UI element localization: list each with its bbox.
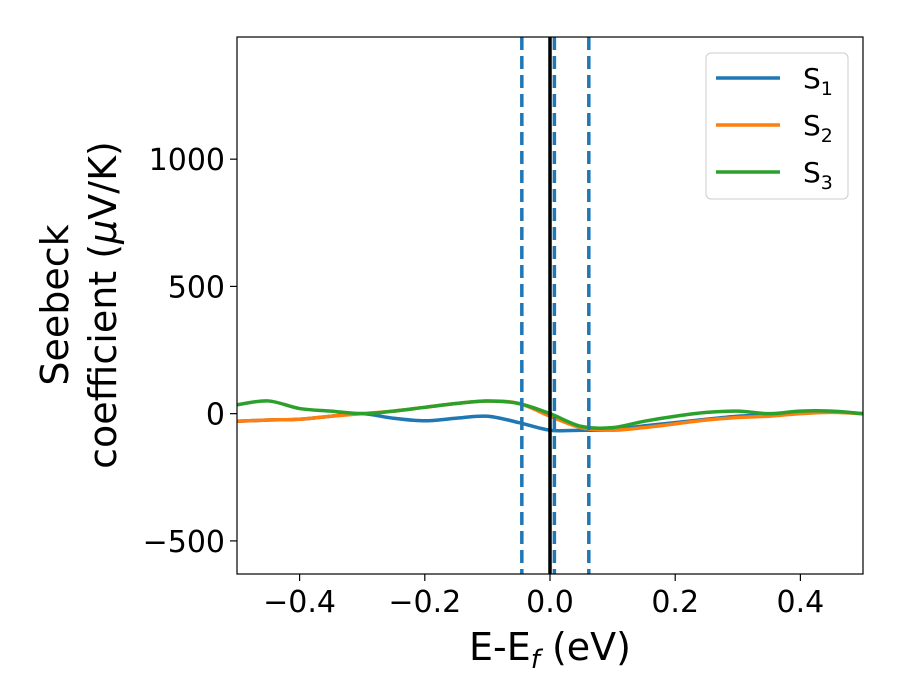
y-axis-title-line2-text: coefficient ( <box>81 244 125 469</box>
x-tick-label: −0.4 <box>263 585 336 620</box>
y-tick-label: 500 <box>168 270 225 305</box>
y-axis-title: Seebeck coefficient (μV/K) <box>33 141 125 469</box>
y-axis-title-mu: μ <box>81 220 125 245</box>
legend-label-s1: S1 <box>803 62 833 100</box>
legend-items: S1 S2 S3 <box>716 62 833 194</box>
x-tick-label: 0.2 <box>651 585 699 620</box>
y-axis-title-unit: V/K) <box>81 141 125 220</box>
y-axis-title-line1: Seebeck <box>33 224 77 385</box>
x-tick-label: −0.2 <box>388 585 461 620</box>
y-tick-label: 1000 <box>149 143 225 178</box>
x-tick-label: 0.0 <box>526 585 574 620</box>
y-tick-label: −500 <box>143 525 225 560</box>
legend-label-s2: S2 <box>803 109 833 147</box>
vertical-lines-layer <box>520 37 591 574</box>
y-axis-ticks: −500 0 500 1000 <box>143 143 237 560</box>
y-axis-title-line2: coefficient (μV/K) <box>81 141 125 469</box>
x-axis-ticks: −0.4 −0.2 0.0 0.2 0.4 <box>263 574 824 620</box>
x-axis-title-unit: (eV) <box>540 625 631 669</box>
x-axis-title-main: E-E <box>469 625 531 669</box>
x-tick-label: 0.4 <box>777 585 825 620</box>
y-tick-label: 0 <box>206 398 225 433</box>
x-axis-title: E-Ef (eV) <box>469 625 631 675</box>
legend: S1 S2 S3 <box>705 52 849 200</box>
legend-label-s3: S3 <box>803 156 833 194</box>
